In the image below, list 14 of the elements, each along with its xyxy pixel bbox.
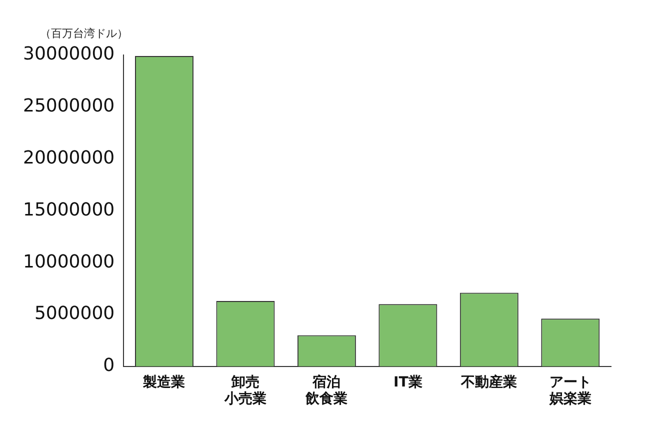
x-tick-label: 宿泊飲食業: [304, 373, 348, 408]
x-tick-label: 製造業: [142, 374, 186, 390]
y-tick-label: 10000000: [22, 251, 115, 272]
y-tick-label: 30000000: [22, 44, 115, 65]
y-tick-label: 0: [103, 355, 115, 376]
y-tick-label: 25000000: [22, 96, 115, 117]
x-tick-label: アート娯楽業: [548, 374, 592, 408]
y-tick-label: 20000000: [22, 147, 115, 168]
x-tick-label: IT業: [394, 374, 422, 390]
y-tick-label: 5000000: [34, 303, 115, 324]
x-tick-label: 不動産業: [460, 373, 518, 390]
y-axis-title: （百万台湾ドル）: [40, 26, 128, 41]
y-tick-label: 15000000: [22, 199, 115, 220]
x-tick-label: 卸売小売業: [223, 374, 266, 408]
